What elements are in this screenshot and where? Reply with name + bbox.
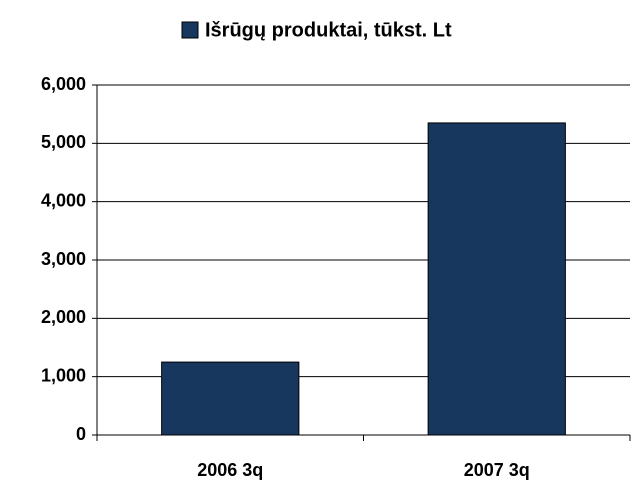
y-tick-label: 2,000 — [41, 307, 86, 327]
y-tick-label: 1,000 — [41, 365, 86, 385]
y-tick-label: 4,000 — [41, 190, 86, 210]
bar — [161, 361, 300, 436]
y-tick-label: 3,000 — [41, 249, 86, 269]
legend-label: Išrūgų produktai, tūkst. Lt — [205, 19, 452, 41]
y-tick-label: 0 — [76, 424, 86, 444]
bar — [427, 122, 566, 436]
y-tick-label: 5,000 — [41, 132, 86, 152]
x-tick-label: 2007 3q — [464, 460, 530, 480]
y-tick-label: 6,000 — [41, 74, 86, 94]
legend-swatch — [181, 21, 199, 39]
x-tick-label: 2006 3q — [197, 460, 263, 480]
